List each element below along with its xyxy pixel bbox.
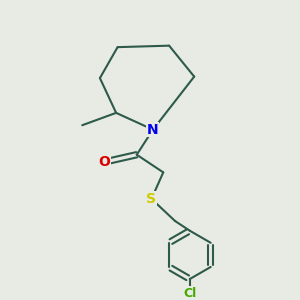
Text: N: N [147, 123, 159, 136]
Text: S: S [146, 192, 157, 206]
Text: Cl: Cl [183, 287, 196, 300]
Text: O: O [98, 155, 110, 169]
